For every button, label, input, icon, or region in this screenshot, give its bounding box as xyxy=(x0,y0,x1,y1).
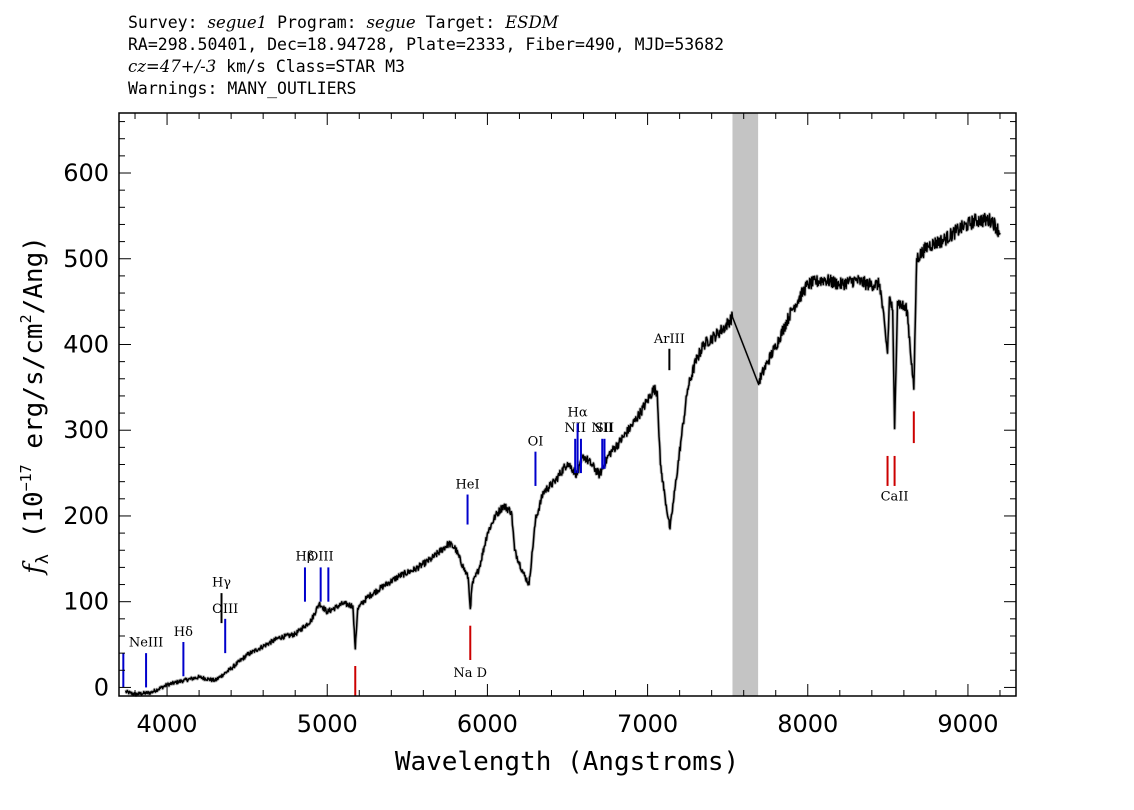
class-value: km/s Class=STAR M3 xyxy=(216,57,405,76)
header-line-survey: Survey: segue1 Program: segue Target: ES… xyxy=(128,12,724,34)
x-tick-label: 9000 xyxy=(937,710,998,738)
y-axis-title-units-a: (10 xyxy=(19,491,49,554)
emission-line-label: Hβ xyxy=(296,550,315,565)
program-key: Program: xyxy=(267,13,367,32)
emission-line-label: NII xyxy=(591,421,613,436)
y-tick-label: 600 xyxy=(63,159,109,187)
y-tick-label: 300 xyxy=(63,416,109,444)
x-tick-label: 8000 xyxy=(777,710,838,738)
spectrum-header: Survey: segue1 Program: segue Target: ES… xyxy=(128,12,724,100)
x-tick-label: 4000 xyxy=(137,710,198,738)
absorption-line-label: CaII xyxy=(881,490,909,505)
emission-line-label: NeIII xyxy=(129,635,163,650)
x-tick-label: 5000 xyxy=(297,710,358,738)
y-axis: 0 100 200 300 400 500 600 xyxy=(63,121,1016,701)
x-tick-label: 6000 xyxy=(457,710,518,738)
redshift-value: cz=47+/-3 xyxy=(128,57,217,76)
emission-line-label: NII xyxy=(564,421,586,436)
y-tick-label: 200 xyxy=(63,502,109,530)
target-value: ESDM xyxy=(505,13,559,32)
emission-line-label: OI xyxy=(528,435,544,450)
x-axis-title: Wavelength (Angstroms) xyxy=(395,747,739,777)
y-axis-title-subscript: λ xyxy=(33,554,53,564)
y-axis-title-exponent-2: 2 xyxy=(17,314,35,323)
emission-line-label: OIII xyxy=(308,550,334,565)
header-line-warnings: Warnings: MANY_OUTLIERS xyxy=(128,79,357,98)
survey-value: segue1 xyxy=(207,13,268,32)
y-tick-label: 0 xyxy=(94,673,109,701)
y-tick-label: 400 xyxy=(63,330,109,358)
header-line-coordinates: RA=298.50401, Dec=18.94728, Plate=2333, … xyxy=(128,35,725,54)
emission-line-label: SII xyxy=(595,421,614,436)
y-axis-title-exponent: −17 xyxy=(17,464,35,491)
y-axis-title-units-c: /Ang) xyxy=(19,236,49,314)
target-key: Target: xyxy=(415,13,506,32)
program-value: segue xyxy=(366,13,416,32)
spectrum-line xyxy=(124,213,1001,697)
emission-line-label: OIII xyxy=(212,602,238,617)
y-tick-label: 100 xyxy=(63,588,109,616)
x-tick-label: 7000 xyxy=(617,710,678,738)
plot-frame xyxy=(118,112,1017,697)
plot-area: NeIIIHδHγOIIIHβOIIIHeIOINIIHαNIISIIArIII… xyxy=(118,112,1017,698)
emission-line-label: ArIII xyxy=(653,332,685,347)
x-axis: 4000 5000 6000 7000 8000 9000 xyxy=(134,113,1001,738)
masked-region xyxy=(732,113,759,696)
y-axis-title-units-b: erg/s/cm xyxy=(19,323,49,464)
y-axis-title: fλ (10−17 erg/s/cm2/Ang) xyxy=(17,236,53,576)
survey-key: Survey: xyxy=(128,13,208,32)
y-tick-label: 500 xyxy=(63,245,109,273)
absorption-line-label: Na D xyxy=(453,666,487,681)
emission-line-label: Hδ xyxy=(174,625,193,640)
emission-line-label: Hα xyxy=(568,406,588,421)
header-line-redshift: cz=47+/-3 km/s Class=STAR M3 xyxy=(128,56,724,78)
emission-line-label: HeI xyxy=(455,478,479,493)
emission-line-label: Hγ xyxy=(212,575,231,590)
